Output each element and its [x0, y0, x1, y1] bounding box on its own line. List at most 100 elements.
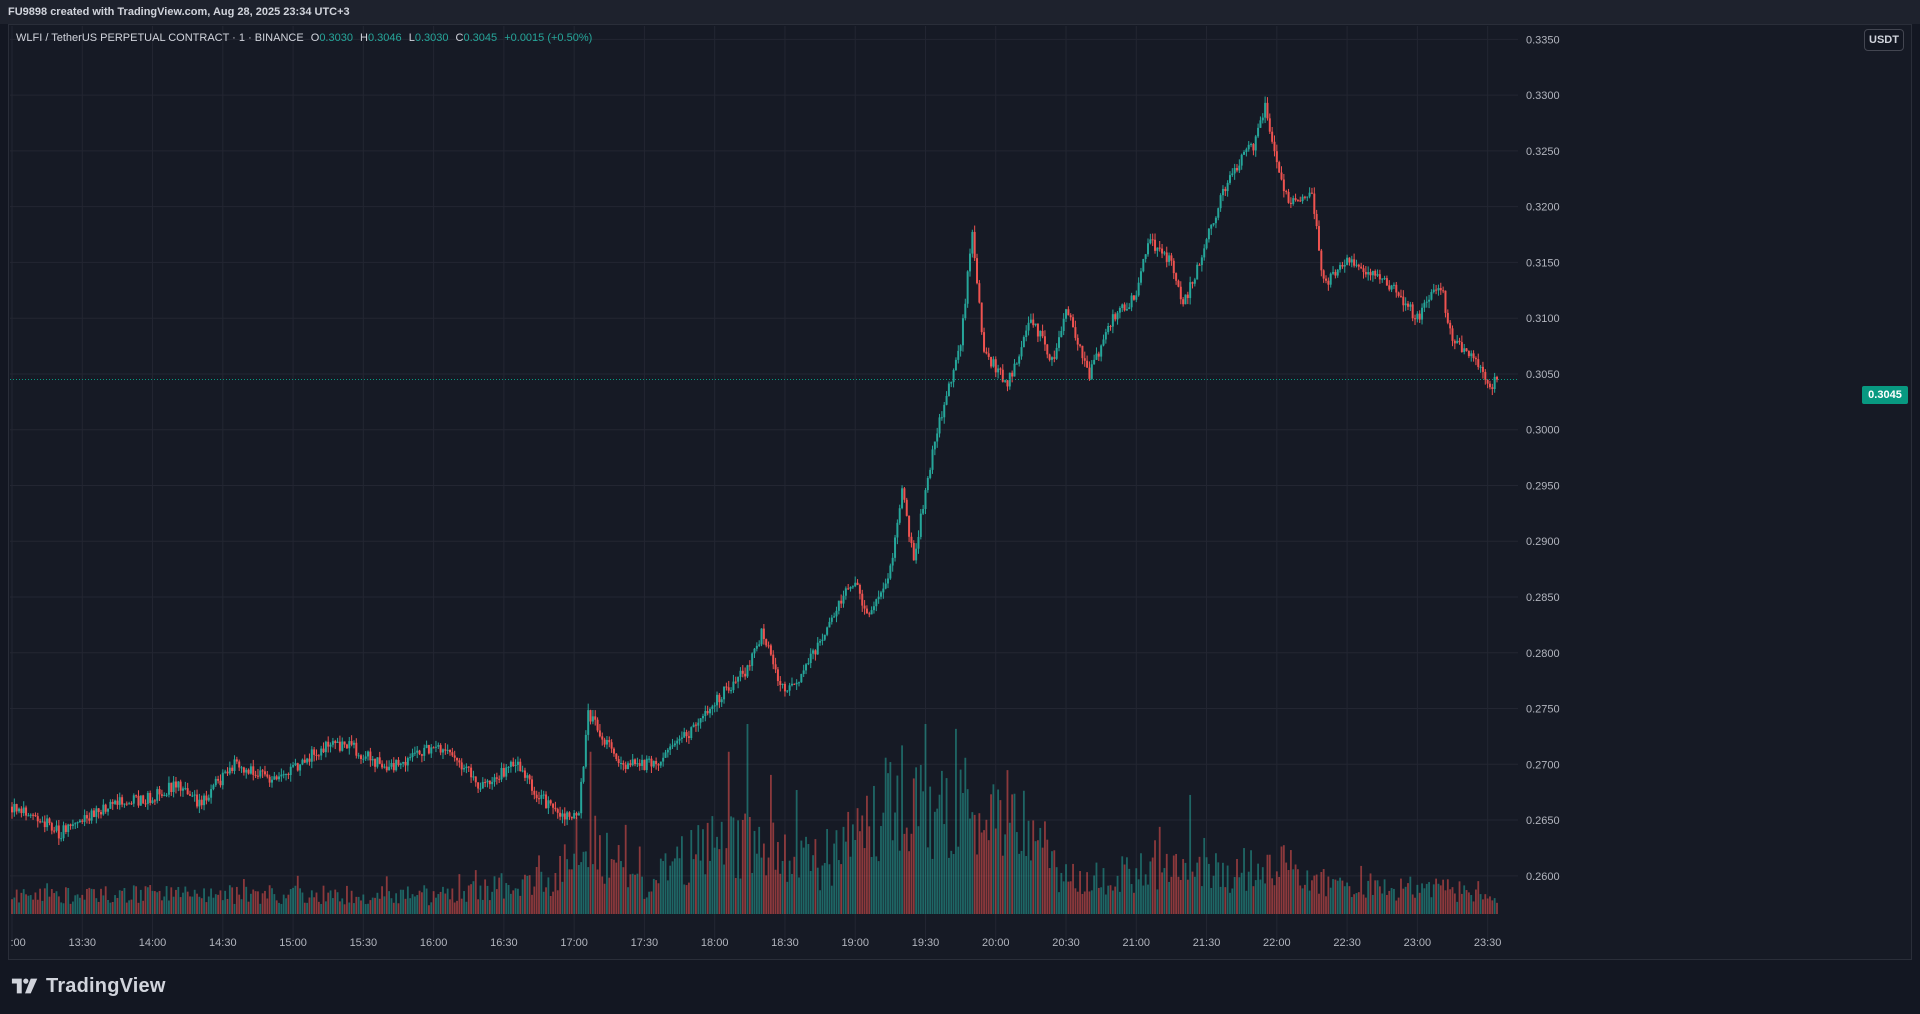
candle-body: [769, 645, 772, 655]
candle-body: [71, 824, 74, 826]
volume-bar: [1400, 878, 1402, 914]
top-bar: FU9898 created with TradingView.com, Aug…: [0, 0, 1920, 24]
candle-body: [538, 798, 541, 800]
volume-bar: [638, 846, 641, 914]
volume-bar: [716, 836, 718, 914]
volume-bar: [608, 877, 611, 914]
volume-bar: [788, 860, 791, 914]
candle-body: [1175, 273, 1178, 281]
volume-bar: [955, 728, 957, 914]
volume-bar: [819, 890, 821, 914]
volume-bar: [470, 884, 472, 914]
volume-bar: [1341, 880, 1344, 914]
candle-body: [1041, 330, 1044, 337]
volume-bar: [315, 892, 318, 914]
volume-bar: [1060, 872, 1063, 914]
candle-body: [959, 345, 962, 351]
candle-body: [507, 766, 510, 768]
volume-bar: [547, 877, 550, 914]
candle-body: [1050, 357, 1053, 360]
candle-body: [812, 650, 815, 654]
volume-bar: [34, 892, 37, 914]
candle-body: [1273, 141, 1276, 152]
volume-bar: [477, 899, 480, 914]
candle-body: [582, 766, 585, 782]
candle-body: [936, 433, 939, 442]
volume-bar: [1261, 867, 1264, 914]
volume-bar: [437, 894, 440, 914]
volume-bar: [767, 857, 770, 914]
candle-body: [1432, 289, 1435, 293]
volume-bar: [1196, 862, 1199, 914]
candle-body: [713, 705, 716, 707]
volume-bar: [676, 846, 679, 914]
volume-bar: [800, 840, 803, 914]
volume-bar: [346, 885, 348, 914]
volume-bar: [292, 887, 294, 914]
volume-bar: [584, 851, 587, 914]
volume-bar: [1280, 846, 1283, 914]
volume-bar: [1264, 883, 1267, 914]
candle-body: [116, 800, 119, 805]
candle-body: [1313, 193, 1316, 214]
candle-body: [1186, 294, 1189, 299]
candle-body: [121, 797, 124, 805]
volume-bar: [1104, 894, 1107, 914]
volume-bar: [1163, 868, 1166, 914]
volume-bar: [505, 883, 508, 914]
candle-body: [275, 776, 278, 780]
x-tick-label: 22:30: [1333, 937, 1361, 949]
volume-bar: [1198, 856, 1201, 914]
candle-body: [1074, 327, 1077, 338]
candle-body: [374, 759, 377, 767]
candle-body: [849, 587, 852, 589]
candle-body: [650, 758, 653, 767]
candle-body: [1488, 383, 1491, 388]
candle-body: [196, 794, 199, 807]
candle-body: [652, 760, 655, 767]
volume-bar: [805, 836, 807, 914]
candle-body: [1449, 322, 1452, 329]
candle-body: [725, 686, 728, 688]
candle-body: [795, 682, 798, 685]
credit-text: FU9898 created with TradingView.com, Aug…: [8, 6, 350, 18]
candle-body: [673, 743, 676, 746]
volume-bar: [278, 902, 280, 914]
candle-body: [983, 332, 986, 352]
volume-bar: [1158, 826, 1161, 914]
volume-bar: [580, 862, 583, 914]
candle-body: [915, 548, 918, 561]
candle-body: [968, 253, 971, 272]
volume-bar: [533, 886, 536, 914]
candle-body: [427, 744, 430, 754]
volume-bar: [1275, 871, 1278, 914]
volume-bar: [339, 901, 341, 914]
candle-body: [1397, 292, 1400, 296]
volume-bar: [1453, 893, 1456, 914]
currency-button[interactable]: USDT: [1864, 29, 1904, 51]
price-chart[interactable]: 0.2600 0.2650 0.2700 0.2750 0.2800 0.2850 0.29…: [10, 26, 1856, 952]
candle-body: [704, 710, 707, 717]
candle-body: [123, 803, 126, 805]
candle-body: [43, 821, 46, 828]
candle-body: [320, 748, 323, 756]
candle-body: [413, 752, 416, 754]
volume-bar: [542, 891, 545, 914]
open-value: 0.3030: [319, 32, 353, 44]
candle-body: [1399, 295, 1402, 297]
volume-bar: [350, 890, 353, 914]
volume-bar: [1421, 883, 1423, 914]
candle-body: [929, 469, 932, 478]
volume-bar: [507, 885, 510, 914]
candle-body: [692, 724, 695, 728]
volume-bar: [1128, 868, 1131, 914]
candle-body: [858, 584, 861, 594]
tradingview-logo[interactable]: TradingView: [10, 974, 166, 998]
volume-bar: [1374, 880, 1377, 914]
volume-bar: [603, 883, 606, 914]
volume-bar: [472, 881, 475, 914]
volume-bar: [594, 815, 597, 914]
volume-bar: [1390, 888, 1393, 914]
candle-body: [772, 654, 775, 665]
volume-bar: [1411, 894, 1414, 914]
